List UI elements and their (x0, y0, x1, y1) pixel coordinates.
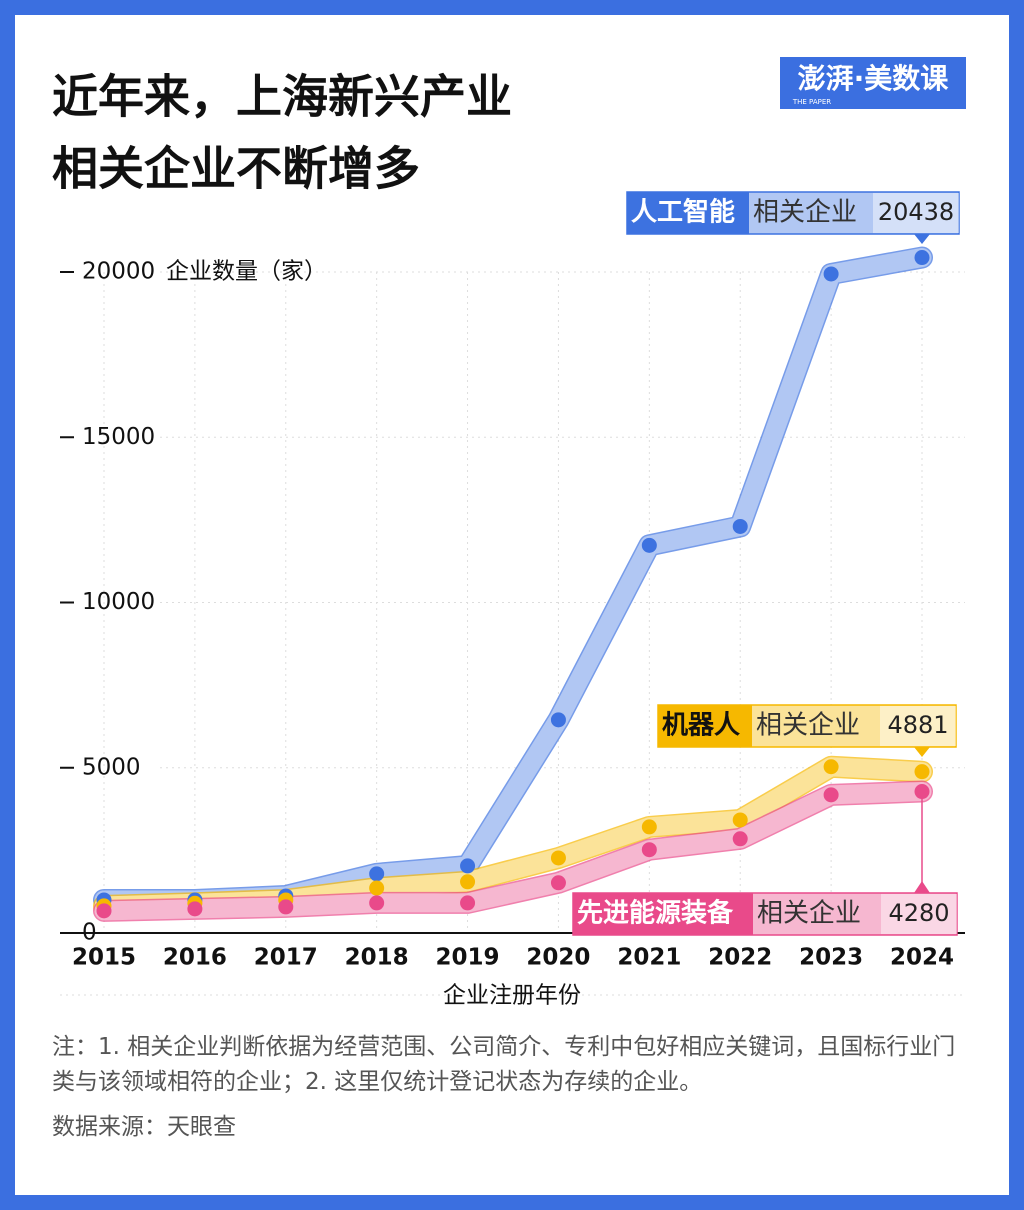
data-point (732, 831, 748, 847)
y-axis-label: 企业数量（家） (166, 259, 327, 285)
series-name-suffix: 相关企业 (757, 899, 861, 929)
x-tick-label: 2017 (254, 945, 318, 971)
data-point (550, 850, 566, 866)
label-bold-box (627, 192, 749, 234)
data-point (823, 787, 839, 803)
x-tick-label: 2021 (617, 945, 681, 971)
data-point (460, 858, 476, 874)
data-point (460, 874, 476, 890)
series-name: 机器人 (662, 711, 740, 741)
series-name: 人工智能 (631, 197, 735, 228)
data-point (914, 250, 930, 266)
label-pointer (914, 881, 930, 893)
data-point (823, 266, 839, 282)
data-point (369, 895, 385, 911)
data-point (278, 899, 294, 915)
series-name-suffix: 相关企业 (756, 711, 860, 741)
x-tick-label: 2019 (436, 945, 500, 971)
x-axis-label: 企业注册年份 (443, 983, 581, 1009)
value-label: 4280 (888, 899, 949, 927)
source: 数据来源：天眼查 (52, 1114, 236, 1140)
data-point (914, 764, 930, 780)
label-pointer (914, 234, 930, 244)
x-tick-label: 2016 (163, 945, 227, 971)
x-tick-label: 2024 (890, 945, 954, 971)
x-tick-label: 2023 (799, 945, 863, 971)
y-tick-label: 10000 (82, 589, 155, 615)
x-tick-label: 2020 (526, 945, 590, 971)
data-point (641, 842, 657, 858)
title-line: 相关企业不断增多 (52, 142, 420, 196)
label-bold-box (658, 705, 752, 747)
data-point (823, 759, 839, 775)
logo: 澎湃·美数课 (798, 62, 950, 95)
series-name-suffix: 相关企业 (753, 198, 857, 228)
value-label: 20438 (878, 198, 954, 226)
notes: 注：1. 相关企业判断依据为经营范围、公司简介、专利中包好相应关键词，且国标行业… (52, 1034, 956, 1095)
data-point (550, 875, 566, 891)
series-name: 先进能源装备 (577, 898, 734, 929)
logo-sub: THE PAPER (792, 98, 831, 106)
data-point (550, 712, 566, 728)
x-tick-label: 2022 (708, 945, 772, 971)
label-value-box (881, 894, 957, 934)
data-point (732, 812, 748, 828)
value-label: 4881 (887, 711, 948, 739)
y-tick-label: 5000 (82, 754, 141, 780)
y-tick-label: 15000 (82, 424, 155, 450)
label-value-box (873, 193, 959, 233)
label-bold-box (573, 893, 753, 935)
data-point (369, 866, 385, 882)
data-point (732, 518, 748, 534)
y-tick-label: 20000 (82, 259, 155, 285)
x-tick-label: 2015 (72, 945, 136, 971)
data-point (369, 880, 385, 896)
label-value-box (880, 706, 956, 746)
label-pointer (914, 747, 930, 757)
series-band (94, 782, 932, 921)
x-tick-label: 2018 (345, 945, 409, 971)
data-point (641, 819, 657, 835)
data-point (187, 901, 203, 917)
data-point (96, 903, 112, 919)
logo-box (780, 57, 966, 109)
title-line: 近年来，上海新兴产业 (52, 70, 512, 124)
data-point (460, 895, 476, 911)
data-point (641, 537, 657, 553)
